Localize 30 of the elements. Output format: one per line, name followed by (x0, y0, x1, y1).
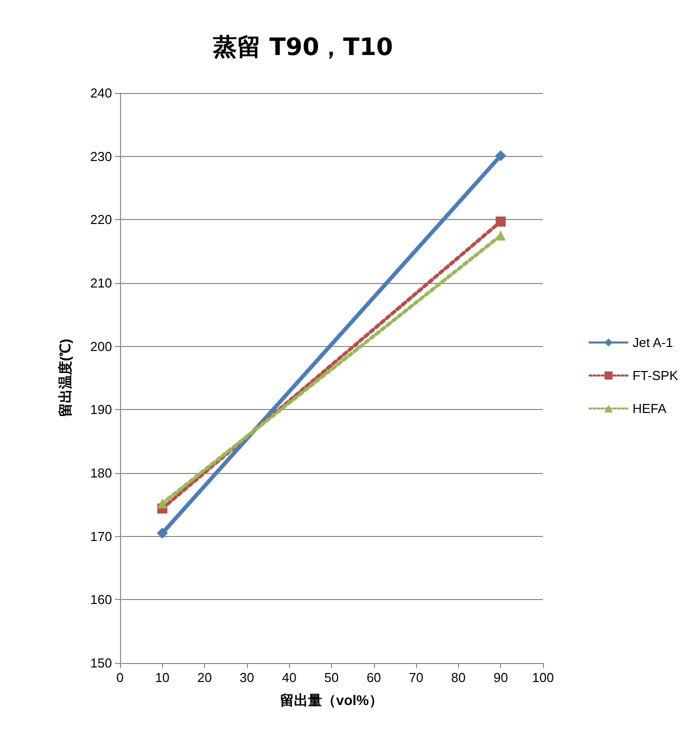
x-tick-label: 80 (451, 670, 466, 685)
y-tick-label: 200 (90, 338, 112, 354)
x-tick-label: 0 (116, 670, 124, 685)
y-tick-label: 240 (90, 86, 112, 100)
y-tick-label: 180 (90, 466, 112, 480)
x-tick-label: 90 (493, 670, 508, 685)
y-tick-label: 190 (90, 402, 112, 418)
x-tick-label: 10 (155, 670, 170, 685)
point (156, 528, 168, 539)
x-tick-label: 40 (282, 670, 296, 685)
x-tick-label: 100 (532, 670, 554, 685)
x-tick-label: 50 (324, 670, 339, 685)
y-tick-label: 210 (90, 276, 112, 290)
y-tick-label: 230 (90, 148, 112, 164)
x-tick-label: 30 (240, 670, 254, 685)
chart-title: 蒸留 T90，T10 (212, 33, 393, 61)
y-tick-label: 220 (90, 212, 112, 228)
x-axis-title: 留出量（vol%） (280, 692, 383, 708)
legend-label: Jet A-1 (632, 335, 673, 350)
x-tick-label: 70 (408, 670, 424, 685)
y-tick-label: 170 (90, 528, 112, 544)
x-tick-label: 60 (366, 670, 382, 685)
y-axis-title: 留出温度(℃) (57, 338, 73, 418)
point (496, 216, 506, 227)
legend-label: HEFA (632, 401, 667, 416)
legend-label: FT-SPK (632, 368, 678, 383)
y-tick-label: 160 (90, 592, 112, 608)
x-tick-label: 20 (197, 670, 212, 685)
point (495, 150, 506, 162)
y-tick-label: 150 (90, 656, 112, 670)
